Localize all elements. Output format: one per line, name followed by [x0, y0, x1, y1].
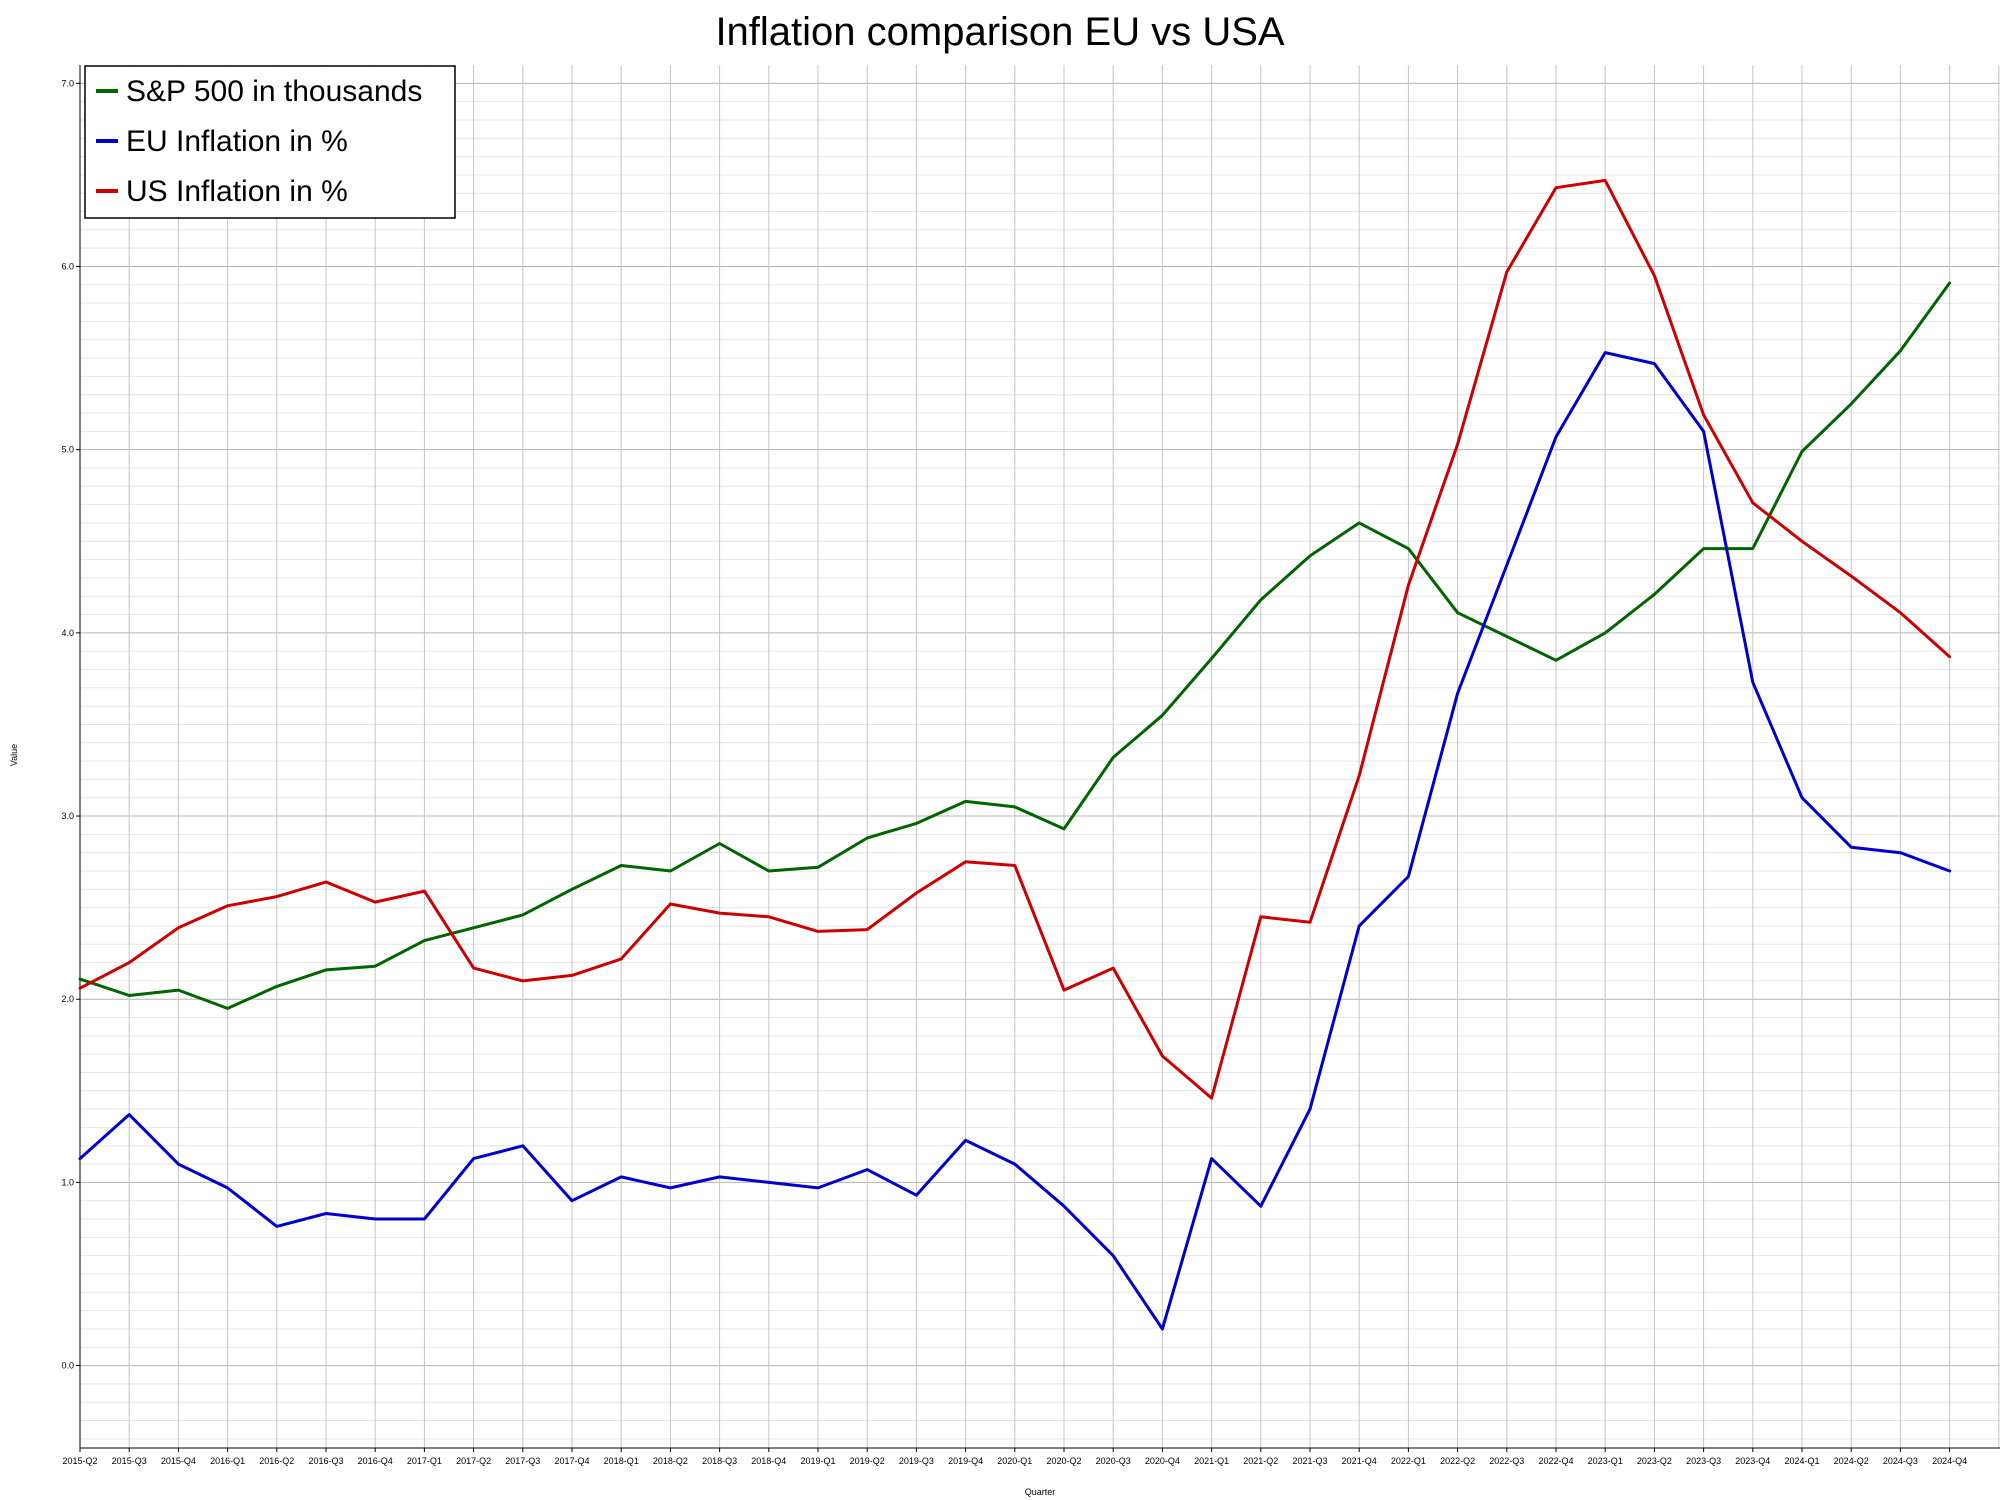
x-tick-label: 2022-Q1	[1391, 1456, 1426, 1466]
x-tick-label: 2016-Q3	[308, 1456, 343, 1466]
x-tick-label: 2024-Q2	[1834, 1456, 1869, 1466]
x-tick-label: 2016-Q1	[210, 1456, 245, 1466]
x-tick-label: 2024-Q3	[1883, 1456, 1918, 1466]
x-tick-label: 2017-Q4	[554, 1456, 589, 1466]
y-tick-label: 5.0	[61, 445, 74, 455]
series-line	[78, 281, 1952, 1010]
x-tick-label: 2015-Q3	[112, 1456, 147, 1466]
x-tick-label: 2018-Q1	[604, 1456, 639, 1466]
x-tick-label: 2021-Q2	[1243, 1456, 1278, 1466]
x-tick-label: 2016-Q4	[358, 1456, 393, 1466]
x-tick-label: 2023-Q2	[1637, 1456, 1672, 1466]
chart-title: Inflation comparison EU vs USA	[715, 10, 1284, 54]
legend-entry: S&P 500 in thousands	[96, 75, 422, 108]
y-tick-label: 0.0	[61, 1361, 74, 1371]
x-tick-label: 2015-Q2	[62, 1456, 97, 1466]
legend-entry: US Inflation in %	[96, 175, 348, 208]
series-line	[78, 178, 1952, 1100]
y-tick-label: 4.0	[61, 628, 74, 638]
x-tick-label: 2016-Q2	[259, 1456, 294, 1466]
x-tick-label: 2018-Q4	[751, 1456, 786, 1466]
x-tick-label: 2017-Q3	[505, 1456, 540, 1466]
x-tick-label: 2021-Q3	[1292, 1456, 1327, 1466]
x-tick-label: 2019-Q4	[948, 1456, 983, 1466]
x-tick-label: 2022-Q2	[1440, 1456, 1475, 1466]
y-tick-label: 1.0	[61, 1177, 74, 1187]
legend-label: US Inflation in %	[126, 175, 348, 208]
x-tick-label: 2015-Q4	[161, 1456, 196, 1466]
x-tick-label: 2019-Q1	[800, 1456, 835, 1466]
x-tick-label: 2023-Q4	[1735, 1456, 1770, 1466]
legend-label: S&P 500 in thousands	[126, 75, 422, 108]
x-tick-label: 2018-Q3	[702, 1456, 737, 1466]
series-line	[78, 351, 1952, 1331]
legend-box	[84, 65, 456, 219]
x-tick-label: 2024-Q4	[1932, 1456, 1967, 1466]
x-tick-label: 2020-Q3	[1096, 1456, 1131, 1466]
x-tick-label: 2023-Q3	[1686, 1456, 1721, 1466]
y-axis-label: Value	[9, 744, 19, 766]
axes: 0.0 1.0 2.0 3.0 4.0 5.0 6.0 7.0 2015-Q2 2015-Q3 20…	[61, 65, 2000, 1466]
x-tick-label: 2022-Q3	[1489, 1456, 1524, 1466]
y-tick-label: 2.0	[61, 994, 74, 1004]
legend: S&P 500 in thousands EU Inflation in % U…	[84, 65, 456, 219]
legend-entry: EU Inflation in %	[96, 125, 348, 158]
y-tick-label: 7.0	[61, 78, 74, 88]
x-tick-label: 2019-Q2	[850, 1456, 885, 1466]
series-lines	[78, 178, 1952, 1331]
x-tick-label: 2021-Q4	[1342, 1456, 1377, 1466]
legend-label: EU Inflation in %	[126, 125, 348, 158]
y-tick-label: 6.0	[61, 261, 74, 271]
x-tick-label: 2021-Q1	[1194, 1456, 1229, 1466]
y-tick-label: 3.0	[61, 811, 74, 821]
x-tick-label: 2022-Q4	[1538, 1456, 1573, 1466]
x-tick-label: 2024-Q1	[1784, 1456, 1819, 1466]
x-tick-label: 2020-Q4	[1145, 1456, 1180, 1466]
x-tick-label: 2017-Q2	[456, 1456, 491, 1466]
x-tick-label: 2023-Q1	[1588, 1456, 1623, 1466]
x-tick-label: 2018-Q2	[653, 1456, 688, 1466]
x-tick-label: 2019-Q3	[899, 1456, 934, 1466]
x-tick-label: 2020-Q1	[997, 1456, 1032, 1466]
x-tick-label: 2020-Q2	[1046, 1456, 1081, 1466]
x-tick-label: 2017-Q1	[407, 1456, 442, 1466]
x-axis-label: Quarter	[1025, 1487, 1056, 1497]
